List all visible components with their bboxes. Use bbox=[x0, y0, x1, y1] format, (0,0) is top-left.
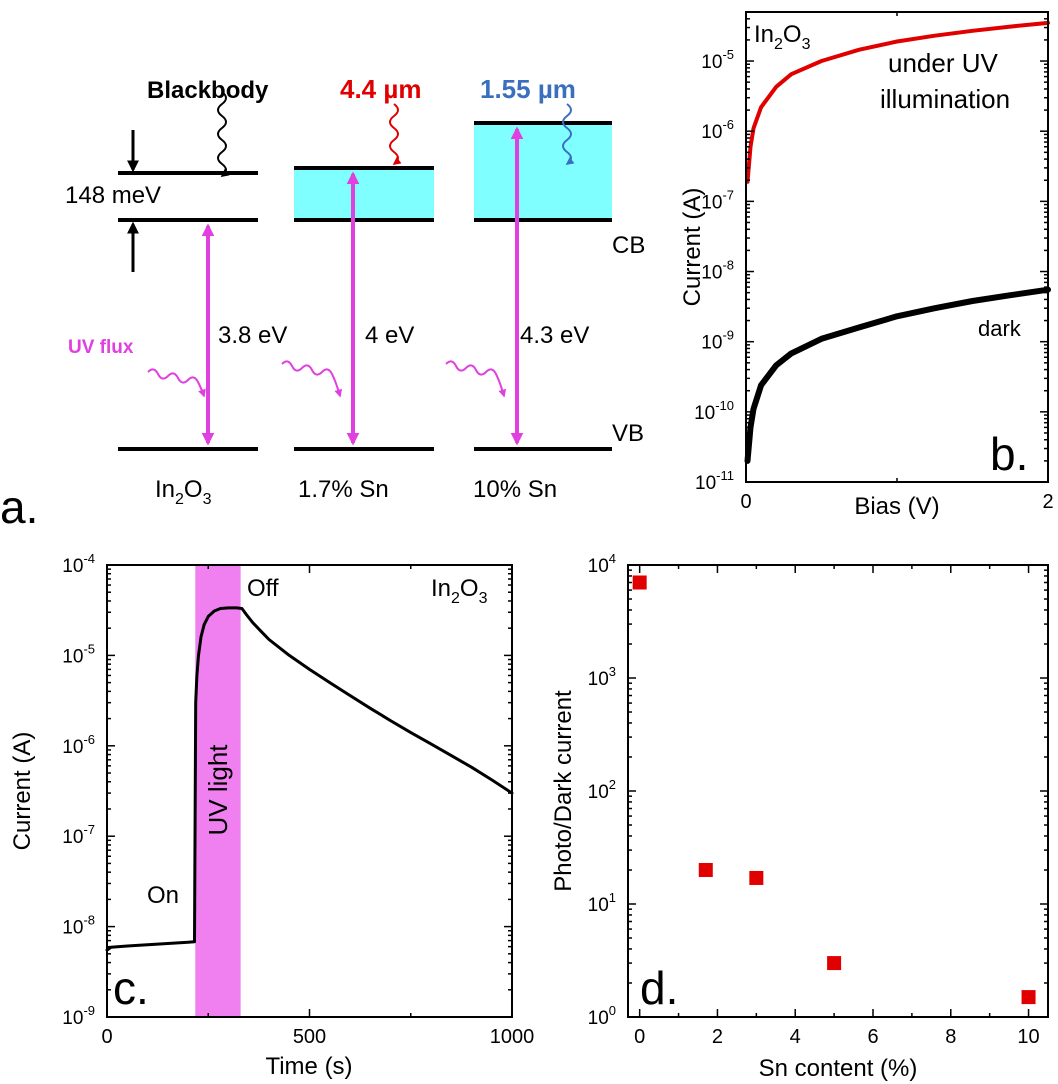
b-ytick-label: 10-5 bbox=[701, 47, 734, 73]
d-ytick-label: 100 bbox=[588, 1003, 616, 1029]
label-material-10sn: 10% Sn bbox=[473, 476, 557, 503]
d-xtick-label: 4 bbox=[790, 1026, 801, 1048]
photon-blackbody-icon bbox=[217, 91, 230, 177]
panel-c: 10-9 10-8 10-7 10-6 10-5 10-4 0 500 1000 Time (s… bbox=[9, 551, 534, 1080]
panel-letter-d: d. bbox=[640, 962, 678, 1014]
panel-letter-c: c. bbox=[113, 962, 149, 1014]
panel-c-axes: 10-9 10-8 10-7 10-6 10-5 10-4 0 500 1000 bbox=[62, 551, 534, 1048]
series-uv-curve bbox=[745, 20, 1050, 184]
b-ytick-label: 10-7 bbox=[701, 187, 734, 213]
panel-d-frame bbox=[627, 564, 1049, 1018]
label-material-1.7sn: 1.7% Sn bbox=[298, 476, 389, 503]
label-1.55um: 1.55 µm bbox=[480, 74, 576, 104]
panel-b-label-dark: dark bbox=[978, 316, 1022, 341]
panel-c-curves bbox=[105, 606, 514, 952]
d-ytick-label: 104 bbox=[588, 551, 616, 577]
panel-d-xlabel: Sn content (%) bbox=[759, 1055, 918, 1082]
panel-c-material: In2O3 bbox=[431, 575, 488, 607]
d-ytick-label: 103 bbox=[588, 664, 616, 690]
panel-c-label-off: Off bbox=[247, 575, 279, 602]
d-xtick-label: 8 bbox=[945, 1026, 956, 1048]
gap-value-1.7sn: 4 eV bbox=[365, 322, 414, 349]
panel-b: 10-11 10-10 10-9 10-8 10-7 10-6 10-5 0 2 Bias (V… bbox=[679, 11, 1054, 520]
photon-1.55um-icon bbox=[562, 103, 575, 165]
panel-c-xlabel: Time (s) bbox=[265, 1053, 352, 1080]
panel-d: 100 101 102 103 104 0 2 4 6 8 10 Sn content (%) Ph… bbox=[550, 551, 1049, 1082]
panel-b-curves bbox=[744, 20, 1051, 464]
uv-on-band bbox=[195, 565, 241, 1017]
b-ytick-label: 10-9 bbox=[701, 328, 734, 354]
data-point-sn-0 bbox=[632, 575, 647, 590]
panel-b-xlabel: Bias (V) bbox=[854, 493, 939, 520]
panel-letter-a: a. bbox=[0, 481, 38, 533]
d-ytick-label: 102 bbox=[588, 777, 616, 803]
panel-b-label-uv-2: illumination bbox=[880, 84, 1010, 114]
photon-4.4um-icon bbox=[389, 103, 402, 165]
label-material-in2o3: In2O3 bbox=[155, 476, 212, 508]
c-ytick-label: 10-7 bbox=[62, 822, 95, 848]
data-point-sn-1.7 bbox=[698, 862, 713, 877]
c-xtick-label: 1000 bbox=[490, 1026, 535, 1048]
series-dark-curve bbox=[744, 286, 1051, 464]
panel-b-material: In2O3 bbox=[754, 21, 811, 53]
d-xtick-label: 6 bbox=[867, 1026, 878, 1048]
c-ytick-label: 10-6 bbox=[62, 732, 95, 758]
label-blackbody: Blackbody bbox=[147, 77, 269, 104]
data-point-sn-3 bbox=[749, 870, 764, 885]
panel-c-label-uv-light: UV light bbox=[203, 744, 233, 836]
c-ytick-label: 10-8 bbox=[62, 913, 95, 939]
d-xtick-label: 2 bbox=[712, 1026, 723, 1048]
panel-c-label-on: On bbox=[147, 882, 179, 909]
band-fill-1.7sn bbox=[294, 168, 434, 220]
panel-b-ylabel: Current (A) bbox=[679, 188, 706, 307]
panel-b-label-uv-1: under UV bbox=[888, 48, 998, 78]
d-xtick-label: 0 bbox=[634, 1026, 645, 1048]
gap-label-148mev: 148 meV bbox=[65, 182, 161, 209]
b-ytick-label: 10-8 bbox=[701, 258, 734, 284]
gap-value-10sn: 4.3 eV bbox=[520, 322, 589, 349]
b-xtick-label: 0 bbox=[740, 491, 751, 513]
label-vb: VB bbox=[612, 420, 644, 447]
d-xtick-label: 10 bbox=[1017, 1026, 1039, 1048]
c-ytick-label: 10-4 bbox=[62, 551, 95, 577]
c-xtick-label: 0 bbox=[101, 1026, 112, 1048]
panel-d-ylabel: Photo/Dark current bbox=[550, 690, 577, 892]
panel-b-axes: 10-11 10-10 10-9 10-8 10-7 10-6 10-5 0 2 bbox=[694, 11, 1054, 513]
panel-d-axes: 100 101 102 103 104 0 2 4 6 8 10 bbox=[588, 551, 1048, 1048]
data-point-sn-5 bbox=[827, 956, 842, 971]
c-xtick-label: 500 bbox=[293, 1026, 326, 1048]
c-ytick-label: 10-9 bbox=[62, 1003, 95, 1029]
panel-c-ylabel: Current (A) bbox=[9, 732, 36, 851]
uv-photon-10sn-icon bbox=[445, 360, 507, 398]
panel-a: 148 meV Blackbody 4.4 µm 1.55 µm 3.8 eV … bbox=[0, 74, 645, 533]
uv-photon-in2o3-icon bbox=[147, 368, 206, 398]
d-ytick-label: 101 bbox=[588, 890, 616, 916]
c-ytick-label: 10-5 bbox=[62, 641, 95, 667]
b-ytick-label: 10-6 bbox=[701, 117, 734, 143]
panel-letter-b: b. bbox=[990, 428, 1028, 480]
b-ytick-label: 10-11 bbox=[695, 468, 734, 494]
data-point-sn-10 bbox=[1021, 990, 1036, 1005]
panel-b-frame bbox=[745, 11, 1049, 483]
label-cb: CB bbox=[612, 232, 645, 259]
panel-d-points bbox=[632, 575, 1036, 1005]
label-uv-flux: UV flux bbox=[68, 337, 134, 358]
label-4.4um: 4.4 µm bbox=[340, 74, 421, 104]
b-xtick-label: 2 bbox=[1042, 491, 1053, 513]
b-ytick-label: 10-10 bbox=[694, 398, 734, 424]
series-photocurrent-curve bbox=[105, 606, 514, 952]
band-fill-10sn bbox=[474, 123, 612, 220]
gap-value-in2o3: 3.8 eV bbox=[218, 322, 287, 349]
uv-photon-1.7sn-icon bbox=[281, 360, 343, 398]
panel-c-frame bbox=[106, 564, 513, 1018]
